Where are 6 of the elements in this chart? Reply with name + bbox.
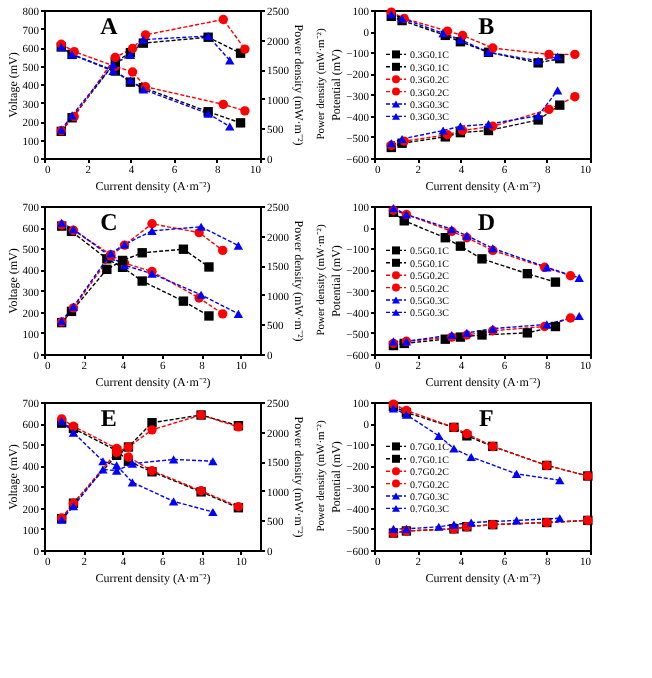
chart-title: C (100, 208, 118, 236)
chart-title: D (477, 208, 496, 236)
chart-title: E (100, 404, 117, 432)
chart-title: B (478, 12, 495, 40)
chart-title: A (100, 12, 119, 40)
chart-title: F (478, 404, 494, 432)
